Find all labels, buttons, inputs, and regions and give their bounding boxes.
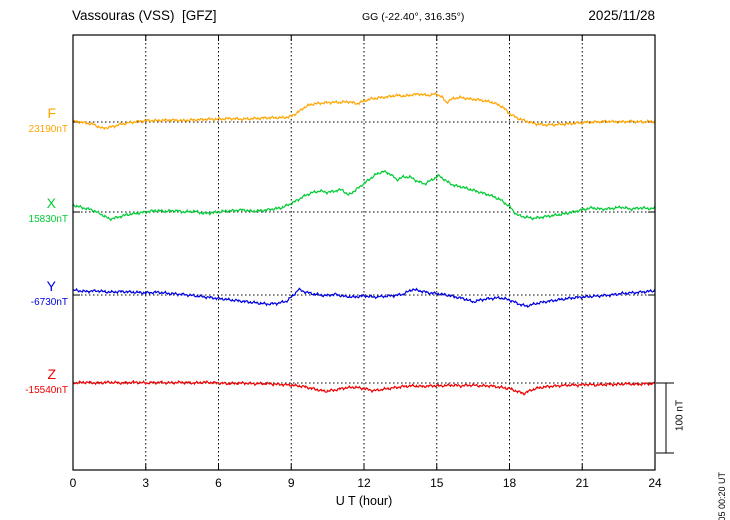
trace-Y [72, 287, 656, 308]
trace-Z [72, 379, 656, 396]
x-tick-label-6: 6 [215, 476, 222, 490]
x-tick-label-18: 18 [502, 476, 517, 490]
plotted-at-note: Plotted at 2025/12/05 00:20 UT [717, 472, 727, 520]
x-tick-label-15: 15 [430, 476, 444, 490]
x-axis-label: U T (hour) [335, 494, 393, 508]
x-tick-label-12: 12 [357, 476, 371, 490]
station-title: Vassouras (VSS) [GFZ] [72, 8, 217, 23]
series-letter-Y: Y [46, 278, 56, 294]
plot-date: 2025/11/28 [588, 8, 655, 23]
x-tick-label-21: 21 [575, 476, 589, 490]
x-tick-label-3: 3 [142, 476, 150, 490]
x-tick-label-9: 9 [287, 476, 295, 490]
series-letter-F: F [47, 105, 56, 121]
trace-X [72, 170, 656, 222]
x-tick-label-24: 24 [648, 476, 662, 490]
series-baseline-value-Z: -15540nT [25, 385, 68, 396]
scale-bar-label: 100 nT [674, 399, 686, 432]
series-baseline-value-F: 23190nT [28, 124, 68, 135]
series-letter-Z: Z [47, 366, 56, 382]
series-baseline-value-X: 15830nT [28, 214, 68, 225]
x-tick-label-0: 0 [69, 476, 77, 490]
plot-border [72, 34, 656, 471]
series-baseline-value-Y: -6730nT [30, 297, 68, 308]
series-letter-X: X [46, 195, 56, 211]
geo-coordinates: GG (-22.40°, 316.35°) [362, 11, 465, 23]
trace-F [72, 91, 656, 131]
